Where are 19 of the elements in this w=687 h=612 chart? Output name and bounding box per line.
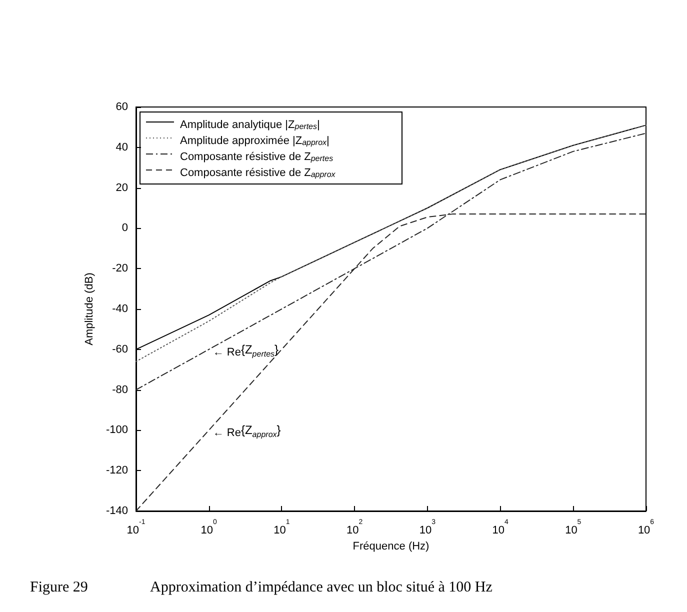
y-tick-label: 40: [116, 141, 128, 154]
y-tick-label: -40: [112, 303, 128, 315]
x-axis-title: Fréquence (Hz): [352, 540, 430, 552]
y-tick-label: -100: [106, 424, 128, 436]
y-axis-title: Amplitude (dB): [84, 272, 96, 346]
y-tick-label: 60: [116, 101, 128, 113]
y-tick-label: -140: [106, 505, 128, 517]
text: Approximation d’impédance avec un bloc situé à 100 Hz: [150, 580, 493, 596]
y-tick-label: -20: [112, 262, 128, 275]
legend-label: Amplitude approximée |Zapprox|: [180, 135, 330, 147]
legend-label: Composante résistive de Zapprox: [180, 167, 336, 179]
caption: Figure 29: [30, 580, 88, 596]
y-tick-label: -80: [112, 384, 128, 396]
legend-label: Amplitude analytique |Zpertes|: [180, 119, 320, 131]
y-tick-label: 0: [122, 222, 128, 234]
y-tick-label: -60: [112, 343, 128, 356]
y-tick-label: 20: [116, 182, 128, 194]
legend-label: Composante résistive de Zpertes: [180, 151, 334, 163]
y-tick-label: -120: [106, 464, 128, 477]
